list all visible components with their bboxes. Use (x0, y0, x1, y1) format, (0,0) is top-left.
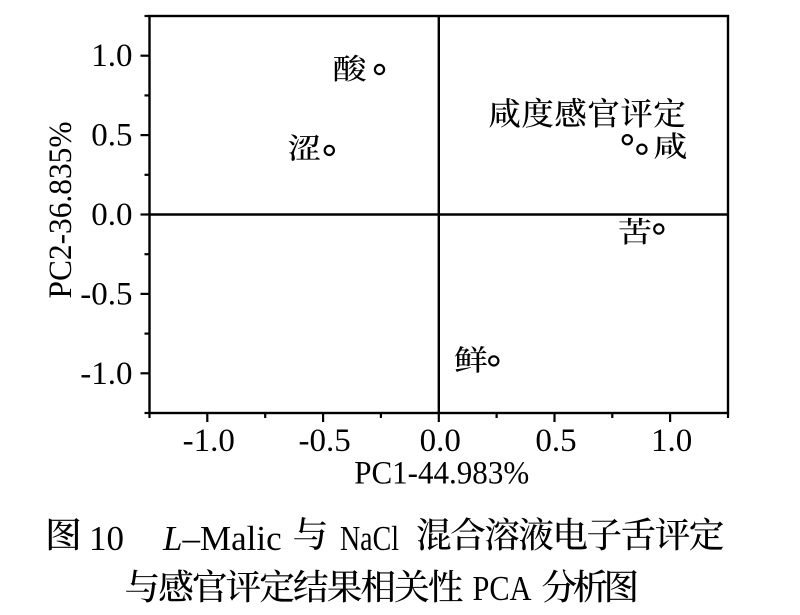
svg-text:10: 10 (89, 519, 124, 558)
svg-text:0.0: 0.0 (91, 197, 132, 233)
svg-text:0.5: 0.5 (535, 423, 576, 459)
svg-text:-1.0: -1.0 (80, 356, 132, 392)
svg-text:PCA: PCA (473, 569, 533, 608)
svg-text:PC1-44.983%: PC1-44.983% (354, 456, 529, 492)
svg-text:1.0: 1.0 (651, 423, 692, 459)
svg-text:PC2-36.835%: PC2-36.835% (43, 122, 79, 299)
svg-text:L–Malic: L–Malic (162, 519, 282, 558)
svg-text:1.0: 1.0 (91, 38, 132, 74)
svg-text:NaCl: NaCl (340, 519, 399, 558)
svg-text:0.5: 0.5 (91, 118, 132, 154)
svg-text:0.0: 0.0 (420, 423, 461, 459)
svg-text:-0.5: -0.5 (80, 276, 132, 312)
svg-text:-1.0: -1.0 (183, 423, 235, 459)
svg-text:-0.5: -0.5 (298, 423, 350, 459)
